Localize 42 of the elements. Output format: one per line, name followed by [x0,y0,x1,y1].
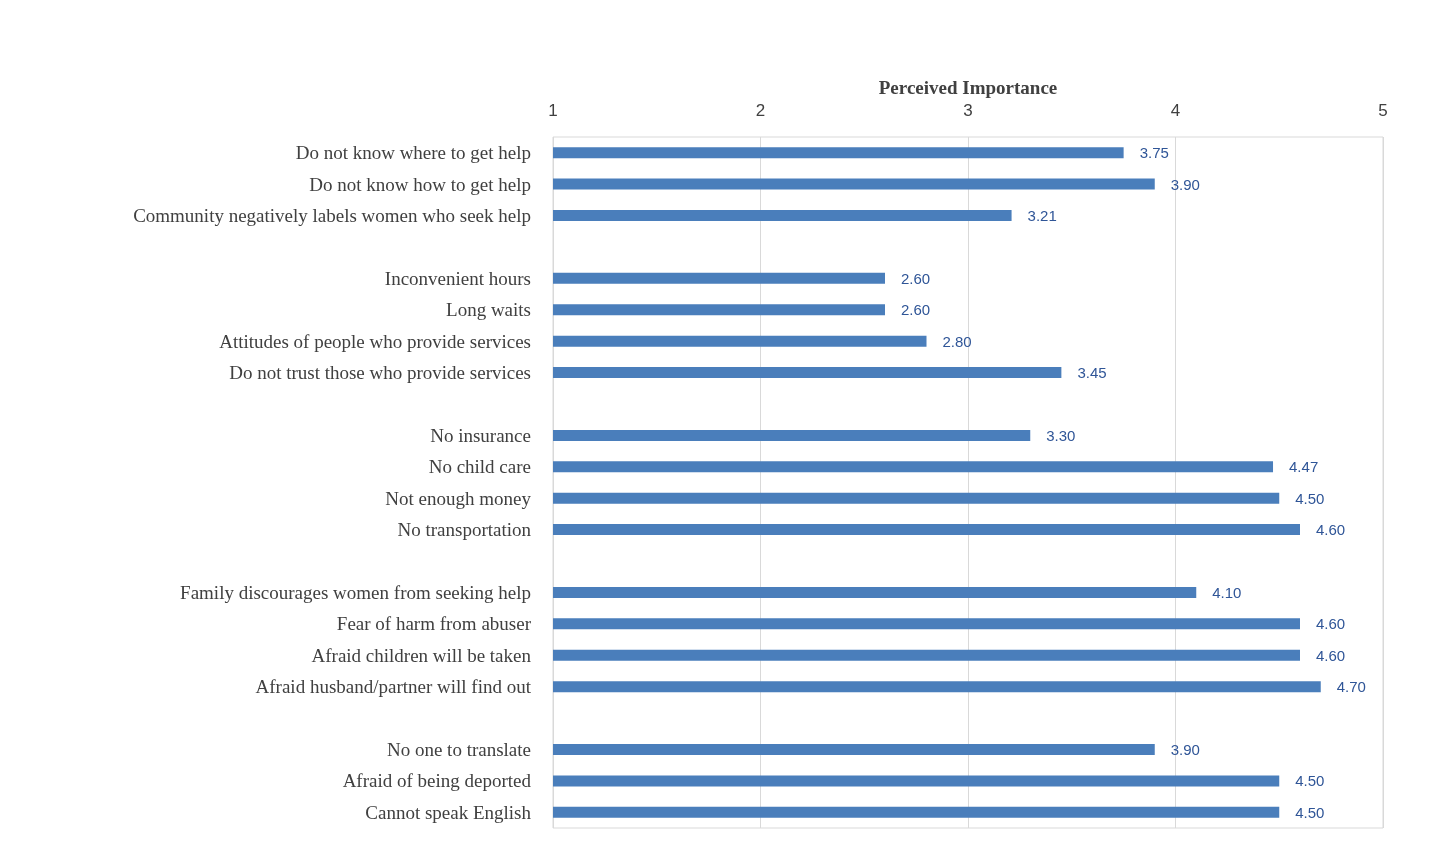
y-tick-label: Do not know how to get help [309,173,531,195]
data-label: 4.47 [1289,458,1319,476]
x-tick-label: 5 [1378,101,1388,120]
data-label: 3.45 [1077,364,1107,382]
y-tick-label: Cannot speak English [365,801,532,823]
data-label: 3.21 [1027,207,1057,225]
x-tick-label: 4 [1170,101,1181,120]
y-tick-label: No child care [428,456,531,478]
data-label: 4.50 [1295,489,1325,507]
data-label: 2.60 [901,301,931,319]
data-label: 4.70 [1336,678,1366,696]
y-tick-label: Fear of harm from abuser [336,613,532,635]
y-tick-label: Inconvenient hours [384,267,531,289]
data-label: 3.30 [1046,426,1076,444]
y-tick-label: Long waits [446,299,531,321]
y-tick-label: Not enough money [385,487,532,509]
data-label: 3.75 [1139,144,1169,162]
y-tick-label: Afraid of being deported [342,770,532,792]
data-label: 4.60 [1316,615,1346,633]
data-label: 3.90 [1170,175,1200,193]
data-label: 4.60 [1316,646,1346,664]
y-tick-label: Afraid children will be taken [311,644,532,666]
y-tick-label: Do not know where to get help [295,142,531,164]
y-tick-label: Attitudes of people who provide services [219,330,531,352]
x-tick-label: 2 [755,101,766,120]
data-label: 4.50 [1295,803,1325,821]
data-label: 4.60 [1316,521,1346,539]
y-tick-label: No one to translate [386,738,531,760]
y-tick-label: Do not trust those who provide services [229,362,531,384]
x-tick-label: 1 [548,101,558,120]
x-tick-label: 3 [963,101,973,120]
y-tick-label: No insurance [430,424,531,446]
y-tick-label: Afraid husband/partner will find out [255,676,532,698]
data-label: 2.60 [901,269,931,287]
data-label: 4.10 [1212,583,1242,601]
data-label: 4.50 [1295,772,1325,790]
y-tick-label: Family discourages women from seeking help [180,581,531,603]
y-tick-label: Community negatively labels women who seek help [133,205,531,227]
data-label: 2.80 [942,332,972,350]
data-label: 3.90 [1170,740,1200,758]
y-tick-label: No transportation [397,519,532,541]
x-axis-title: Perceived Importance [878,77,1058,99]
